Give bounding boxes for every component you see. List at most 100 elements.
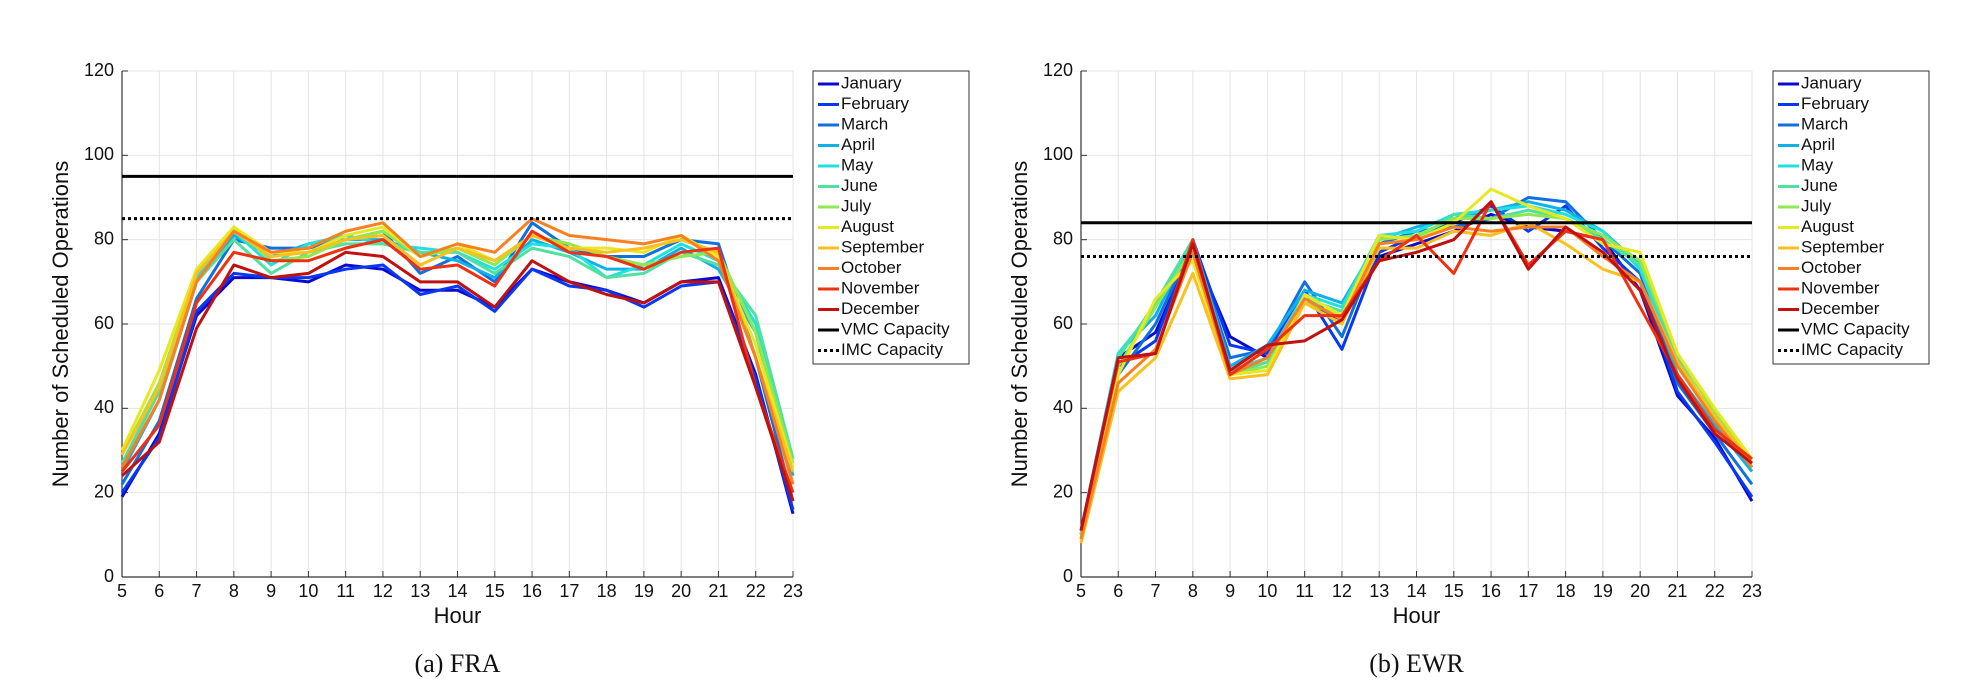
series-line (1079, 225, 1754, 540)
x-axis-label: Hour (1393, 603, 1441, 628)
legend-box (812, 70, 970, 365)
x-tick-label: 11 (1295, 581, 1314, 601)
legend-label: August (841, 217, 894, 236)
y-axis-label: Number of Scheduled Operations (48, 161, 73, 488)
x-tick-label: 15 (1444, 581, 1464, 601)
legend-label: February (1801, 94, 1870, 113)
x-tick-label: 14 (1406, 581, 1426, 601)
x-tick-label: 22 (1705, 581, 1725, 601)
x-tick-label: 21 (708, 581, 728, 601)
legend-label: October (1801, 258, 1862, 277)
legend-label: May (841, 155, 874, 174)
legend-label: November (1801, 278, 1880, 297)
x-tick-label: 9 (1225, 581, 1235, 601)
legend-label: January (1801, 73, 1862, 92)
x-tick-label: 10 (1257, 581, 1277, 601)
x-tick-label: 6 (1113, 581, 1123, 601)
x-tick-label: 5 (117, 581, 127, 601)
series-line (1079, 200, 1753, 531)
x-tick-label: 20 (671, 581, 691, 601)
x-tick-label: 11 (336, 581, 355, 601)
series-line (120, 233, 795, 477)
y-tick-label: 60 (94, 313, 114, 333)
y-tick-label: 100 (84, 144, 114, 164)
legend-label: February (841, 94, 910, 113)
x-tick-label: 13 (410, 581, 430, 601)
series-line (120, 229, 795, 494)
series-line (120, 217, 795, 485)
y-tick-label: 60 (1053, 313, 1073, 333)
y-tick-label: 80 (94, 228, 114, 248)
y-tick-label: 0 (1063, 566, 1073, 586)
legend-label: March (1801, 114, 1848, 133)
x-tick-label: 20 (1630, 581, 1650, 601)
y-tick-label: 40 (1053, 397, 1073, 417)
x-tick-label: 5 (1076, 581, 1086, 601)
legend-label: June (841, 176, 878, 195)
x-tick-label: 15 (485, 581, 505, 601)
y-tick-label: 80 (1053, 228, 1073, 248)
legend-label: April (1801, 135, 1835, 154)
legend-label: VMC Capacity (1801, 319, 1910, 338)
x-tick-label: 7 (1151, 581, 1161, 601)
legend-label: July (1801, 196, 1832, 215)
x-tick-label: 21 (1667, 581, 1687, 601)
legend-label: July (841, 196, 872, 215)
x-axis-label: Hour (434, 603, 482, 628)
x-tick-label: 12 (373, 581, 393, 601)
y-tick-label: 20 (1053, 481, 1073, 501)
legend-label: December (841, 299, 920, 318)
x-tick-label: 19 (1593, 581, 1613, 601)
x-tick-label: 13 (1369, 581, 1389, 601)
y-axis-label: Number of Scheduled Operations (1007, 161, 1032, 488)
x-tick-label: 12 (1332, 581, 1352, 601)
y-tick-label: 120 (1043, 60, 1073, 80)
legend-label: November (841, 278, 920, 297)
x-tick-label: 17 (1518, 581, 1538, 601)
legend-box (1772, 70, 1930, 365)
legend-label: IMC Capacity (1801, 340, 1904, 359)
x-tick-label: 16 (1481, 581, 1501, 601)
series-line (1079, 200, 1753, 531)
x-tick-label: 8 (229, 581, 239, 601)
y-tick-label: 120 (84, 60, 114, 80)
legend-label: January (841, 73, 902, 92)
caption: (a) FRA (415, 649, 501, 678)
series-line (120, 263, 795, 510)
x-tick-label: 19 (634, 581, 654, 601)
x-tick-label: 22 (746, 581, 766, 601)
y-tick-label: 0 (104, 566, 114, 586)
legend-label: September (1801, 237, 1884, 256)
x-tick-label: 18 (597, 581, 617, 601)
legend-label: June (1801, 176, 1838, 195)
legend-label: December (1801, 299, 1880, 318)
x-tick-label: 16 (522, 581, 542, 601)
chart-panel: 5 6 7 8 9 10 11 12 13 14 15 16 17 18 19 20 21 22 23 0 20 40 60… (1007, 60, 1762, 678)
x-tick-label: 23 (1742, 581, 1762, 601)
legend-label: IMC Capacity (841, 340, 944, 359)
y-tick-label: 20 (94, 481, 114, 501)
chart-panel: 5 6 7 8 9 10 11 12 13 14 15 16 17 18 19 20 21 22 23 0 20 40 60… (48, 60, 803, 678)
x-tick-label: 23 (783, 581, 803, 601)
series-line (120, 250, 795, 502)
legend-label: VMC Capacity (841, 319, 950, 338)
x-tick-label: 17 (559, 581, 579, 601)
legend-label: September (841, 237, 924, 256)
legend-label: October (841, 258, 902, 277)
x-tick-label: 7 (192, 581, 202, 601)
x-tick-label: 9 (266, 581, 276, 601)
legend-label: March (841, 114, 888, 133)
legend-label: May (1801, 155, 1834, 174)
x-tick-label: 8 (1188, 581, 1198, 601)
legend-label: April (841, 135, 875, 154)
y-tick-label: 40 (94, 397, 114, 417)
y-tick-label: 100 (1043, 144, 1073, 164)
x-tick-label: 6 (154, 581, 164, 601)
x-tick-label: 18 (1556, 581, 1576, 601)
legend-label: August (1801, 217, 1854, 236)
caption: (b) EWR (1369, 649, 1464, 678)
